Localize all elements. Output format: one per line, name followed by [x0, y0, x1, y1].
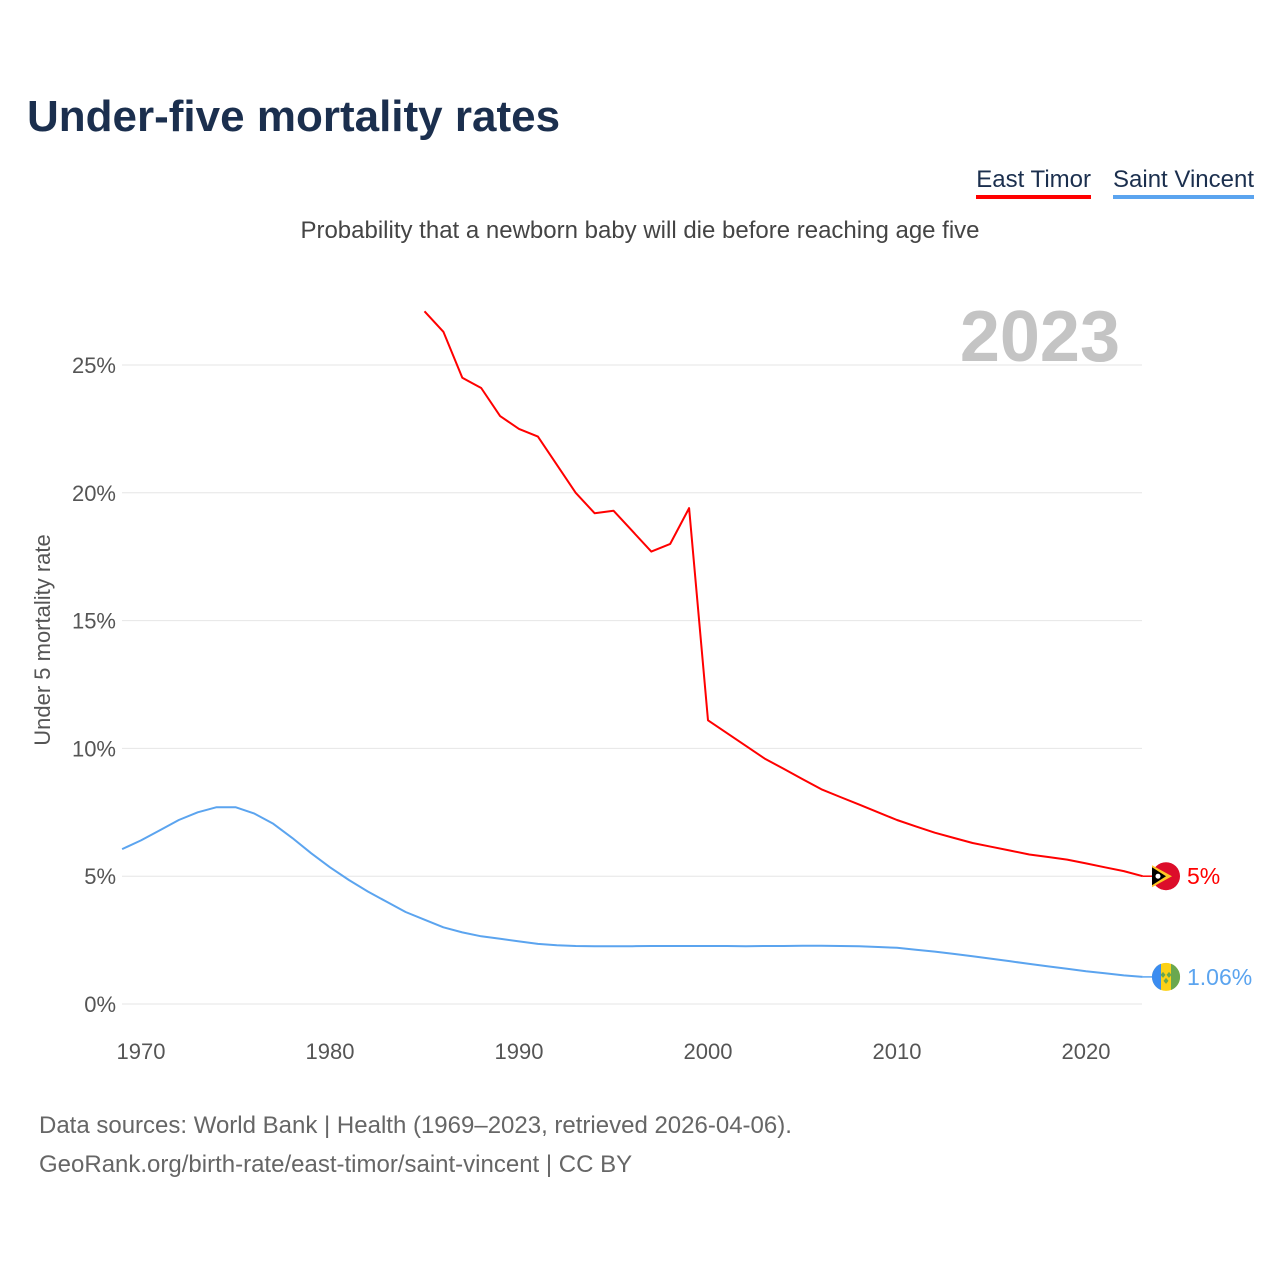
y-tick-label: 10%: [72, 736, 116, 761]
series-line-east-timor: [423, 310, 1143, 878]
y-tick-label: 25%: [72, 353, 116, 378]
flag-star: [1155, 873, 1161, 879]
source-line-2[interactable]: GeoRank.org/birth-rate/east-timor/saint-…: [39, 1151, 633, 1178]
source-note: Data sources: World Bank | Health (1969–…: [39, 1106, 792, 1184]
x-tick-label: 2020: [1062, 1039, 1111, 1064]
legend-item-east-timor[interactable]: East Timor: [976, 166, 1091, 199]
end-value-label: 5%: [1187, 863, 1220, 889]
series-line-saint-vincent: [121, 806, 1143, 978]
y-tick-label: 5%: [84, 864, 116, 889]
saint-vincent-flag-icon: [1151, 962, 1181, 991]
flag-blue: [1151, 963, 1161, 991]
y-tick-label: 20%: [72, 481, 116, 506]
x-tick-label: 1970: [117, 1039, 166, 1064]
chart-subtitle: Probability that a newborn baby will die…: [300, 217, 980, 244]
x-tick-label: 1990: [495, 1039, 544, 1064]
flag-diamond: [1163, 977, 1169, 984]
x-tick-label: 2010: [873, 1039, 922, 1064]
x-tick-label: 2000: [684, 1039, 733, 1064]
end-value-label: 1.06%: [1187, 964, 1252, 990]
chart-title: Under-five mortality rates: [27, 92, 561, 141]
legend: East Timor Saint Vincent: [976, 166, 1254, 199]
flag-diamond: [1160, 971, 1166, 978]
source-line-1: Data sources: World Bank | Health (1969–…: [39, 1112, 792, 1139]
y-axis-label: Under 5 mortality rate: [30, 534, 55, 746]
y-tick-label: 15%: [72, 609, 116, 634]
y-tick-label: 0%: [84, 992, 116, 1017]
east-timor-flag-icon: [1152, 862, 1180, 891]
flag-diamond: [1166, 971, 1172, 978]
year-watermark: 2023: [960, 297, 1120, 377]
x-tick-label: 1980: [306, 1039, 355, 1064]
legend-item-saint-vincent[interactable]: Saint Vincent: [1113, 166, 1254, 199]
flag-green: [1171, 963, 1181, 991]
